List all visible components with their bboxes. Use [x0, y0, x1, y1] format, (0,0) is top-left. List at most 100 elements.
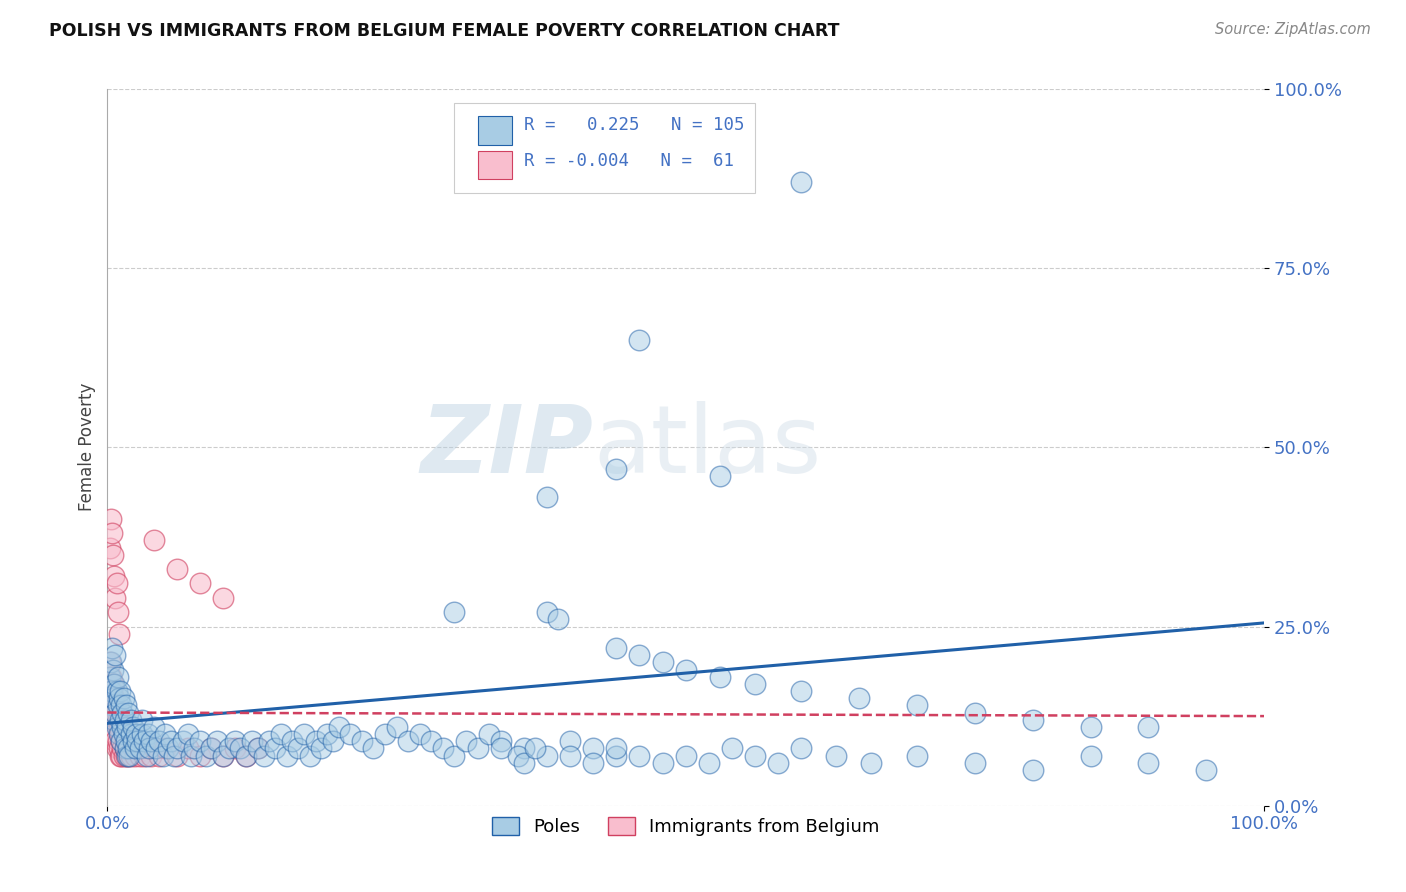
- Point: [188, 734, 211, 748]
- Point: [166, 741, 188, 756]
- Point: [270, 727, 292, 741]
- Point: [105, 684, 128, 698]
- Point: [166, 748, 188, 763]
- Point: [117, 706, 139, 720]
- Point: [110, 698, 132, 713]
- Point: [105, 706, 128, 720]
- Point: [790, 684, 813, 698]
- Point: [224, 734, 246, 748]
- Point: [721, 741, 744, 756]
- Point: [127, 734, 149, 748]
- Point: [651, 656, 673, 670]
- Point: [110, 734, 132, 748]
- Point: [101, 720, 124, 734]
- Point: [108, 727, 131, 741]
- Point: [115, 698, 138, 713]
- Point: [115, 734, 138, 748]
- Point: [628, 748, 651, 763]
- Point: [172, 734, 194, 748]
- Point: [536, 491, 558, 505]
- Point: [98, 691, 121, 706]
- Point: [131, 727, 153, 741]
- Point: [188, 576, 211, 591]
- Point: [363, 741, 385, 756]
- Point: [200, 741, 222, 756]
- Point: [155, 727, 177, 741]
- Point: [101, 526, 124, 541]
- Point: [311, 741, 333, 756]
- Point: [107, 670, 129, 684]
- Point: [134, 748, 156, 763]
- Point: [108, 741, 131, 756]
- Point: [374, 727, 396, 741]
- Point: [104, 591, 127, 605]
- Point: [177, 741, 200, 756]
- Point: [131, 713, 153, 727]
- Point: [100, 706, 122, 720]
- Point: [105, 741, 128, 756]
- Point: [212, 748, 235, 763]
- Bar: [478, 116, 512, 145]
- Point: [131, 741, 153, 756]
- Point: [110, 734, 132, 748]
- Point: [121, 741, 143, 756]
- Point: [100, 656, 122, 670]
- Point: [108, 748, 131, 763]
- Point: [115, 748, 138, 763]
- Point: [558, 748, 581, 763]
- Point: [134, 734, 156, 748]
- Point: [120, 748, 142, 763]
- Point: [107, 698, 129, 713]
- Point: [141, 748, 163, 763]
- Point: [287, 741, 309, 756]
- Point: [582, 741, 605, 756]
- Point: [111, 706, 134, 720]
- Point: [605, 640, 627, 655]
- Point: [489, 734, 512, 748]
- Point: [316, 727, 339, 741]
- Point: [207, 734, 229, 748]
- Point: [1080, 720, 1102, 734]
- Point: [104, 706, 127, 720]
- Point: [350, 734, 373, 748]
- Point: [443, 605, 465, 619]
- Point: [108, 713, 131, 727]
- Point: [651, 756, 673, 770]
- Point: [1137, 720, 1160, 734]
- Point: [1195, 763, 1218, 777]
- Point: [224, 741, 246, 756]
- Point: [194, 748, 217, 763]
- Point: [304, 734, 326, 748]
- Point: [229, 741, 252, 756]
- Point: [825, 748, 848, 763]
- Point: [1022, 713, 1045, 727]
- Point: [524, 741, 547, 756]
- Point: [128, 741, 150, 756]
- Point: [163, 748, 186, 763]
- Point: [136, 741, 159, 756]
- Point: [111, 741, 134, 756]
- Point: [115, 748, 138, 763]
- Point: [115, 720, 138, 734]
- Point: [117, 741, 139, 756]
- Point: [117, 748, 139, 763]
- Point: [697, 756, 720, 770]
- Point: [114, 741, 136, 756]
- Point: [744, 748, 766, 763]
- Point: [111, 720, 134, 734]
- Point: [138, 741, 160, 756]
- Point: [467, 741, 489, 756]
- Text: R = -0.004   N =  61: R = -0.004 N = 61: [524, 152, 734, 170]
- Point: [108, 691, 131, 706]
- Point: [628, 648, 651, 663]
- Legend: Poles, Immigrants from Belgium: Poles, Immigrants from Belgium: [485, 809, 887, 843]
- Point: [105, 576, 128, 591]
- Point: [108, 727, 131, 741]
- Point: [107, 605, 129, 619]
- Point: [259, 734, 281, 748]
- Y-axis label: Female Poverty: Female Poverty: [79, 384, 96, 511]
- Point: [108, 684, 131, 698]
- Point: [489, 741, 512, 756]
- Point: [114, 734, 136, 748]
- Text: R =   0.225   N = 105: R = 0.225 N = 105: [524, 116, 744, 134]
